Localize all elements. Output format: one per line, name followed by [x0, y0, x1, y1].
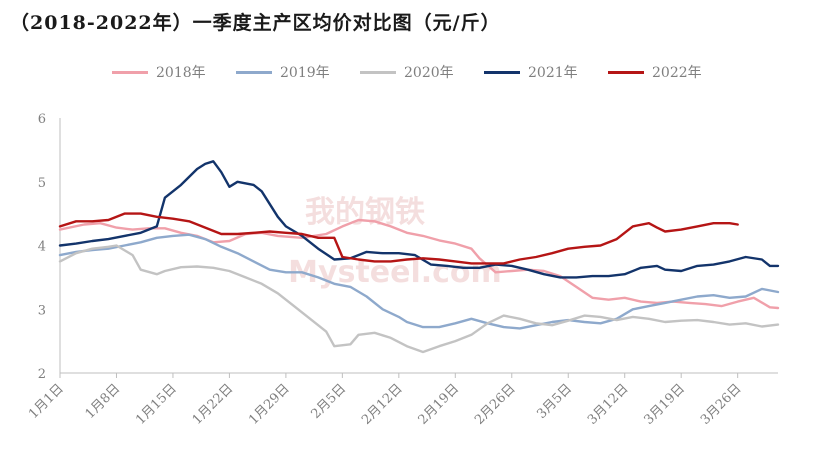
legend-item-2021年: 2021年	[484, 62, 578, 82]
x-tick-label: 1月8日	[83, 381, 124, 422]
watermark: 我的钢铁 Mysteel.com	[288, 195, 502, 290]
legend-item-2018年: 2018年	[112, 62, 206, 82]
x-tick-label: 3月5日	[534, 381, 575, 422]
x-tick-label: 3月19日	[641, 381, 688, 428]
x-tick-label: 2月26日	[472, 381, 519, 428]
legend-label: 2021年	[528, 65, 578, 81]
watermark-main: 我的钢铁	[305, 195, 425, 230]
legend-label: 2020年	[404, 65, 454, 81]
x-tick-label: 1月15日	[133, 381, 180, 428]
x-tick-label: 3月12日	[585, 381, 632, 428]
legend-label: 2019年	[280, 65, 330, 81]
legend-swatch	[112, 70, 148, 74]
y-tick-label: 4	[38, 240, 46, 255]
x-tick-label: 3月26日	[698, 381, 745, 428]
x-tick-label: 1月1日	[26, 381, 67, 422]
x-tick-label: 2月12日	[359, 381, 406, 428]
chart-legend: 2018年 2019年 2020年 2021年 2022年	[0, 62, 815, 82]
legend-item-2022年: 2022年	[608, 62, 702, 82]
legend-item-2019年: 2019年	[236, 62, 330, 82]
series-lines	[58, 160, 780, 354]
series-line-2019年	[58, 233, 780, 330]
series-line-2022年	[58, 212, 739, 265]
y-tick-label: 5	[38, 176, 46, 191]
x-tick-label: 1月22日	[190, 381, 237, 428]
legend-label: 2018年	[156, 65, 206, 81]
legend-label: 2022年	[652, 65, 702, 81]
series-line-2020年	[58, 244, 780, 354]
x-tick-label: 1月29日	[246, 381, 293, 428]
y-tick-label: 2	[38, 367, 46, 382]
x-tick-label: 2月19日	[416, 381, 463, 428]
y-tick-label: 3	[38, 303, 46, 318]
chart-title: （2018-2022年）一季度主产区均价对比图（元/斤）	[10, 12, 501, 34]
legend-swatch	[360, 70, 396, 74]
legend-swatch	[484, 70, 520, 74]
legend-item-2020年: 2020年	[360, 62, 454, 82]
series-line-2021年	[58, 160, 780, 279]
y-tick-label: 6	[38, 112, 46, 127]
legend-swatch	[236, 70, 272, 74]
legend-swatch	[608, 70, 644, 74]
x-tick-label: 2月5日	[308, 381, 349, 422]
